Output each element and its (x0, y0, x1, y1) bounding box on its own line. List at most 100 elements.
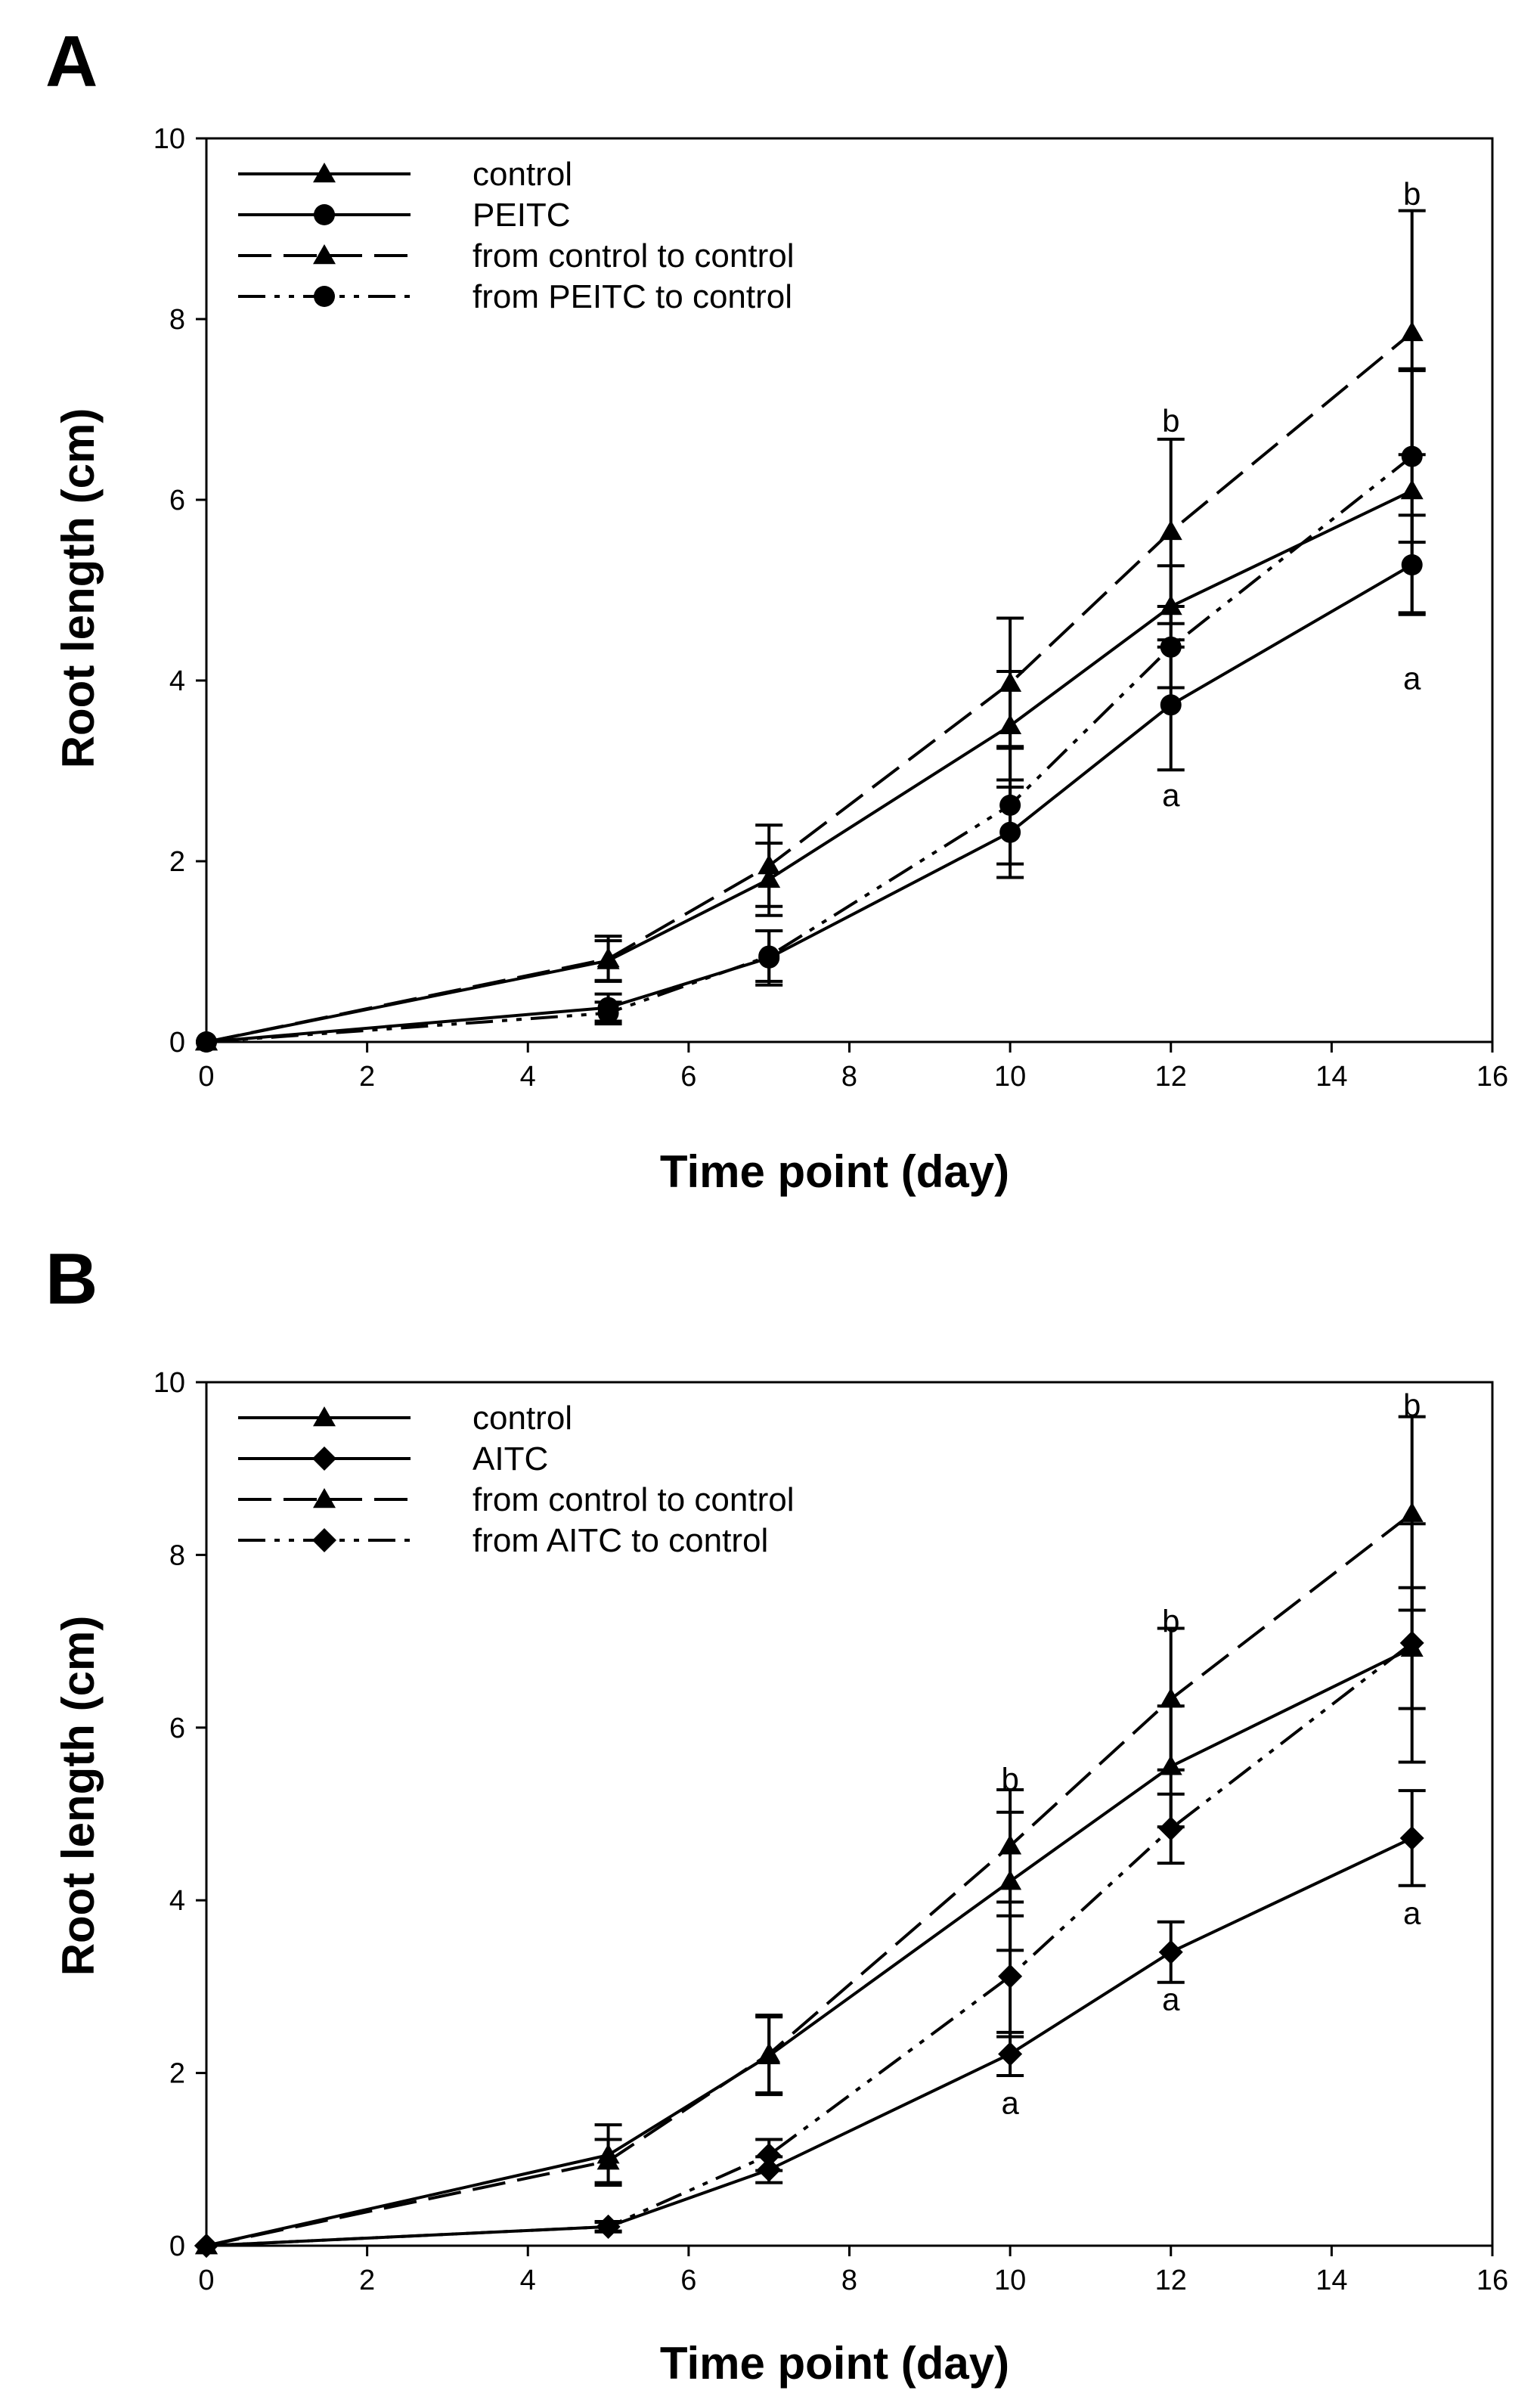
panel-a-x-tick-label: 10 (994, 1061, 1026, 1093)
panel-a-letter: A (45, 21, 98, 102)
panel-a-x-tick-label: 12 (1155, 1061, 1187, 1093)
panel-b-series-from-control-to-control-point (1159, 1688, 1182, 1708)
panel-a: A 0 2 4 6 8 10 12 14 16 0 2 4 6 8 10 b a b a control PEITC… (45, 21, 1508, 1197)
panel-a-x-tick-label: 14 (1315, 1061, 1347, 1093)
panel-a-legend-marker-control (313, 163, 336, 183)
panel-a-y-tick-label: 0 (169, 1027, 185, 1059)
panel-b-series-from-aitc-to-control-point (998, 1964, 1023, 1989)
panel-a-series-from-peitc-to-control-point (758, 945, 780, 967)
panel-a-series-from-control-to-control-point (1159, 519, 1182, 541)
panel-b-y-tick-label: 6 (169, 1713, 185, 1744)
panel-a-x-tick-label: 16 (1476, 1061, 1508, 1093)
panel-b-x-tick-label: 8 (841, 2265, 857, 2296)
panel-b-y-axis-title: Root length (cm) (53, 1616, 104, 1977)
panel-b-significance-label: b (1162, 1603, 1179, 1639)
panel-b-series-from-control-to-control-point (1400, 1502, 1424, 1522)
panel-a-x-tick-label: 0 (198, 1061, 214, 1093)
panel-a-series-from-peitc-to-control-point (1401, 445, 1423, 467)
panel-a-x-tick-label: 6 (680, 1061, 696, 1093)
panel-b-significance-label: a (1162, 1982, 1180, 2017)
panel-b-legend-label-aitc: AITC (473, 1440, 548, 1477)
panel-b-series-from-aitc-to-control-point (1158, 1816, 1183, 1841)
panel-a-series-from-peitc-to-control-line (206, 455, 1413, 1043)
panel-a-series-from-control-to-control-point (999, 671, 1022, 692)
panel-b-series-from-control-to-control-line (206, 1512, 1413, 2247)
panel-b-series-from-control-to-control-point (758, 2042, 781, 2063)
panel-b-x-tick-label: 14 (1315, 2265, 1347, 2296)
panel-a-significance-label: a (1162, 777, 1180, 813)
panel-a-y-tick-label: 4 (169, 665, 185, 697)
panel-b-significance-label: b (1001, 1761, 1018, 1797)
panel-b-legend-label-control: control (473, 1400, 572, 1437)
panel-b-series-from-aitc-to-control-line (206, 1642, 1413, 2247)
panel-b-series-aitc-point (998, 2042, 1023, 2066)
panel-a-series-from-peitc-to-control-point (597, 1002, 619, 1024)
panel-b-x-tick-label: 10 (994, 2265, 1026, 2296)
panel-b-y-tick-label: 2 (169, 2058, 185, 2090)
panel-a-y-tick-label: 8 (169, 304, 185, 336)
panel-b-x-tick-label: 0 (198, 2265, 214, 2296)
panel-a-x-axis-title: Time point (day) (660, 1146, 1009, 1197)
panel-b-x-tick-label: 6 (680, 2265, 696, 2296)
panel-a-series-peitc-line (206, 563, 1413, 1043)
panel-b-series-aitc-line (206, 1837, 1413, 2247)
panel-b-x-tick-label: 4 (520, 2265, 536, 2296)
panel-b: B 0 2 4 6 8 10 12 14 16 0 2 4 6 8 10 b a b a b a controlAIT… (45, 1239, 1508, 2389)
panel-b-series-from-control-to-control-point (999, 1834, 1022, 1855)
panel-b-x-tick-label: 16 (1476, 2265, 1508, 2296)
panel-a-legend-label-control: control (473, 156, 572, 193)
panel-b-y-tick-label: 0 (169, 2231, 185, 2262)
panel-b-plot-frame (205, 1381, 1494, 2247)
panel-b-legend-label-from-control-to-control: from control to control (473, 1481, 795, 1518)
panel-a-series-peitc-point (999, 821, 1021, 843)
panel-b-significance-label: a (1403, 1895, 1421, 1930)
panel-a-series-from-control-to-control-point (758, 854, 781, 875)
panel-b-series-from-aitc-to-control-point (1399, 1630, 1424, 1655)
panel-b-x-tick-label: 2 (359, 2265, 375, 2296)
panel-a-legend-marker-peitc (314, 204, 335, 225)
panel-b-x-axis-title: Time point (day) (660, 2338, 1009, 2389)
panel-a-significance-label: b (1162, 403, 1179, 439)
panel-b-series-from-control-to-control-point (596, 2150, 620, 2170)
panel-a-significance-label: a (1403, 661, 1421, 696)
panel-b-y-tick-label: 8 (169, 1539, 185, 1571)
panel-a-series-control-point (1400, 479, 1424, 500)
panel-a-series-peitc-point (1160, 694, 1182, 716)
panel-b-legend-marker-from-control-to-control (313, 1488, 336, 1508)
panel-b-significance-label: b (1403, 1387, 1421, 1423)
panel-a-series-peitc-point (1401, 554, 1423, 576)
panel-a-significance-label: b (1403, 176, 1421, 212)
panel-a-series-from-control-to-control-line (206, 331, 1413, 1043)
panel-a-series-from-control-to-control-point (596, 947, 620, 968)
panel-b-y-tick-label: 4 (169, 1885, 185, 1917)
panel-b-series-aitc-point (1158, 1939, 1183, 1964)
panel-a-series-from-peitc-to-control-point (999, 794, 1021, 816)
panel-b-series-control-point (999, 1870, 1022, 1890)
panel-b-series-control-point (1159, 1755, 1182, 1775)
panel-a-y-tick-label: 6 (169, 485, 185, 516)
panel-b-letter: B (45, 1239, 98, 1319)
panel-b-legend-label-from-aitc-to-control: from AITC to control (473, 1522, 768, 1559)
panel-a-series-control-point (758, 867, 781, 888)
panel-a-legend-label-peitc: PEITC (473, 197, 571, 234)
panel-a-legend-label-from-peitc-to-control: from PEITC to control (473, 278, 792, 315)
panel-b-series-aitc-point (757, 2157, 782, 2182)
panel-b-series-control-line (206, 1646, 1413, 2247)
panel-a-y-tick-label: 10 (153, 123, 185, 155)
panel-b-series-from-aitc-to-control-point (194, 2234, 218, 2258)
panel-a-y-axis-title: Root length (cm) (53, 408, 104, 769)
panel-a-legend-marker-from-peitc-to-control (314, 286, 335, 307)
panel-b-series-from-aitc-to-control-point (757, 2143, 782, 2168)
panel-a-series-from-control-to-control-point (1400, 321, 1424, 342)
panel-a-legend-label-from-control-to-control: from control to control (473, 237, 795, 274)
panel-b-y-tick-label: 10 (153, 1367, 185, 1399)
panel-a-x-tick-label: 8 (841, 1061, 857, 1093)
panel-a-series-control-point (999, 714, 1022, 734)
panel-b-legend-marker-control (313, 1406, 336, 1427)
panel-a-x-tick-label: 2 (359, 1061, 375, 1093)
panel-a-y-tick-label: 2 (169, 846, 185, 878)
panel-b-series-aitc-point (1399, 1825, 1424, 1850)
